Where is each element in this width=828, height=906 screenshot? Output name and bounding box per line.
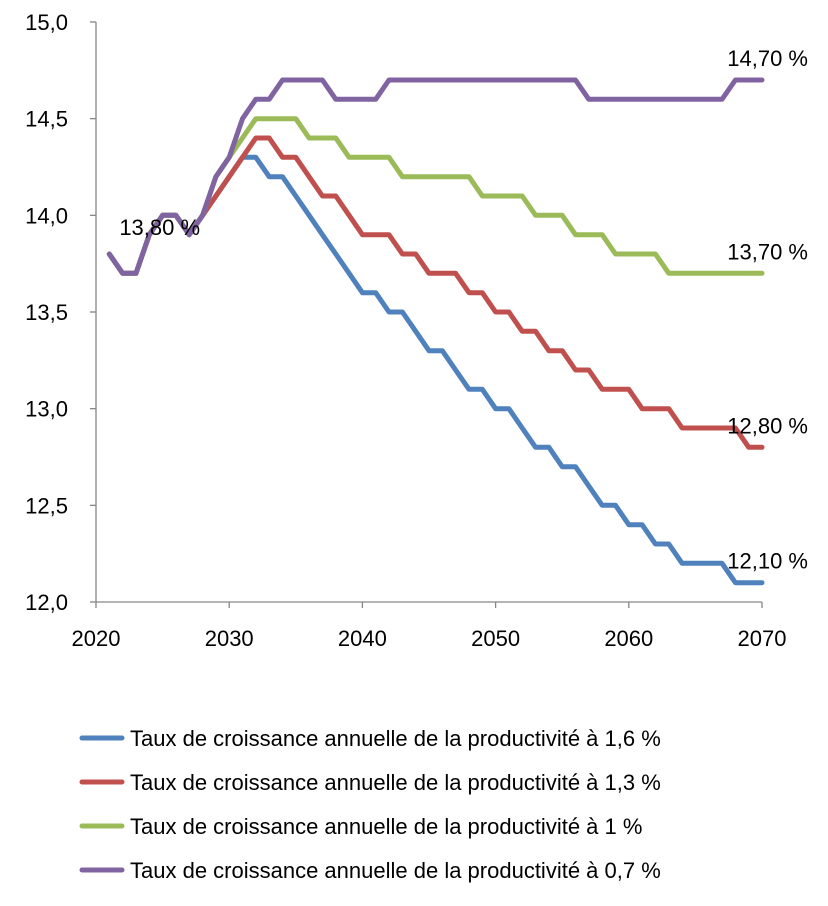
x-tick-label: 2050 (471, 626, 520, 651)
y-tick-label: 14,5 (25, 107, 68, 132)
data-label: 12,10 % (727, 549, 808, 574)
axes: 12,0 12,5 13,0 13,5 14,0 14,5 15,0 2020 2030 2040… (25, 10, 786, 651)
legend-label: Taux de croissance annuelle de la produc… (130, 814, 642, 839)
y-tick-label: 13,5 (25, 300, 68, 325)
y-tick-label: 12,0 (25, 590, 68, 615)
legend-label: Taux de croissance annuelle de la produc… (130, 726, 661, 751)
series-line-1 (106, 154, 765, 586)
x-tick-label: 2040 (338, 626, 387, 651)
legend-label: Taux de croissance annuelle de la produc… (130, 770, 661, 795)
legend-label: Taux de croissance annuelle de la produc… (130, 858, 661, 883)
series-layer (106, 77, 765, 586)
data-label: 13,80 % (119, 215, 200, 240)
x-tick-label: 2060 (604, 626, 653, 651)
data-label: 13,70 % (727, 239, 808, 264)
data-label: 14,70 % (727, 46, 808, 71)
x-tick-label: 2030 (205, 626, 254, 651)
x-tick-label: 2070 (738, 626, 787, 651)
series-line-2 (106, 135, 765, 450)
x-tick-label: 2020 (72, 626, 121, 651)
annotation-layer: 13,80 % 14,70 % 13,70 % 12,80 % 12,10 % (119, 46, 808, 574)
legend: Taux de croissance annuelle de la produc… (79, 726, 661, 883)
y-tick-label: 15,0 (25, 10, 68, 35)
y-tick-label: 12,5 (25, 493, 68, 518)
data-label: 12,80 % (727, 413, 808, 438)
y-tick-label: 14,0 (25, 203, 68, 228)
y-tick-label: 13,0 (25, 397, 68, 422)
series-line-4 (106, 77, 765, 276)
